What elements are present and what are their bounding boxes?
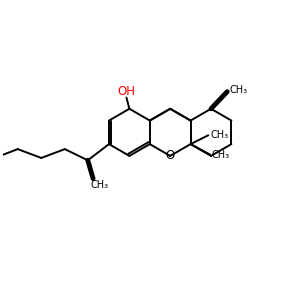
Text: CH₃: CH₃	[91, 180, 109, 190]
Text: CH₃: CH₃	[212, 150, 230, 160]
Text: CH₃: CH₃	[229, 85, 248, 95]
Text: O: O	[166, 149, 175, 162]
Text: CH₃: CH₃	[210, 130, 229, 140]
Text: OH: OH	[117, 85, 135, 98]
